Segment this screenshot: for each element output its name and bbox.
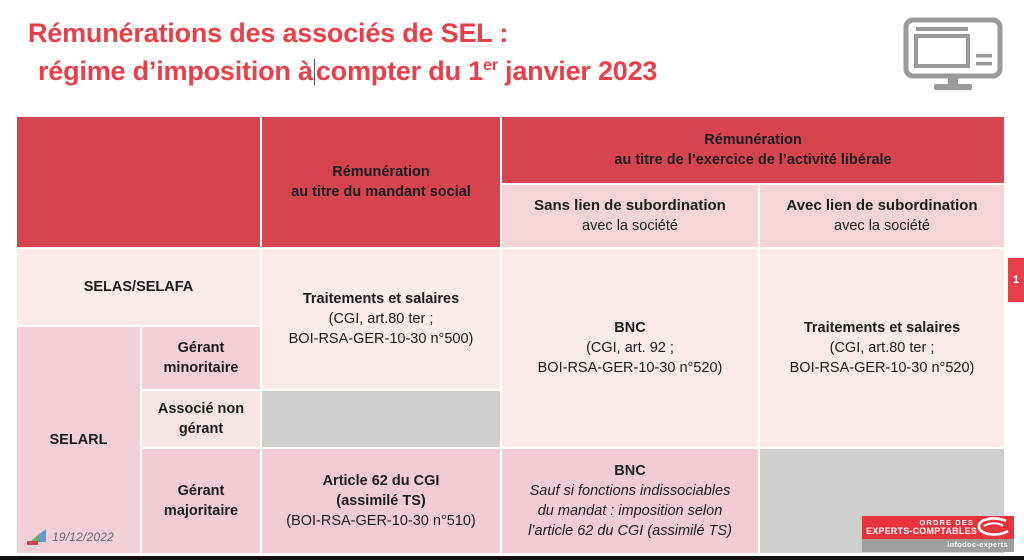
row-label-gerant-majoritaire: Gérant majoritaire <box>141 448 261 554</box>
cell-sans-r1-line3: BOI-RSA-GER-10-30 n°520) <box>537 360 723 376</box>
header-corner-cell <box>16 116 261 248</box>
cell-mandat-traitements-salaires: Traitements et salaires (CGI, art.80 ter… <box>261 248 501 390</box>
header-sans-lien-subordination: Sans lien de subordination avec la socié… <box>501 184 759 248</box>
header-mandat-social: Rémunération au titre du mandant social <box>261 116 501 248</box>
page-number-tab[interactable]: 1 <box>1008 258 1024 302</box>
cell-sans-r4-line4: l’article 62 du CGI (assimilé TS) <box>528 523 732 539</box>
cell-sans-lien-bnc-exception: BNC Sauf si fonctions indissociables du … <box>501 448 759 554</box>
footer-date: 19/12/2022 <box>52 530 115 544</box>
header-liberale-line1: Rémunération <box>704 132 802 148</box>
cell-mandat-r4-line2: (assimilé TS) <box>336 493 426 509</box>
row-label-associe-non-gerant-line1: Associé non <box>157 401 245 417</box>
table-header-row-1: Rémunération au titre du mandant social … <box>16 116 1005 248</box>
title-ordinal-suffix: er <box>483 57 498 74</box>
cell-avec-r1-line3: BOI-RSA-GER-10-30 n°520) <box>789 360 975 376</box>
table-row: Gérant majoritaire Article 62 du CGI (as… <box>16 448 1005 554</box>
cell-sans-r4-line3: du mandat : imposition selon <box>537 503 723 519</box>
table-row: Associé non gérant <box>16 390 1005 448</box>
cell-mandat-r4-line1: Article 62 du CGI <box>322 473 440 489</box>
header-activite-liberale: Rémunération au titre de l’exercice de l… <box>501 116 1005 184</box>
title-line-2-part-b: compter du 1 <box>315 56 483 86</box>
header-sans-lien-line2: avec la société <box>582 218 678 234</box>
header-avec-lien-line1: Avec lien de subordination <box>786 197 978 214</box>
text-cursor <box>313 59 315 85</box>
cell-sans-lien-bnc: BNC (CGI, art. 92 ; BOI-RSA-GER-10-30 n°… <box>501 248 759 448</box>
presentation-mark-icon <box>26 528 48 546</box>
header-avec-lien-line2: avec la société <box>834 218 930 234</box>
logo-subtitle: infodoc-experts <box>947 540 1008 549</box>
cell-sans-r4-line1: BNC <box>614 463 646 479</box>
table: Rémunération au titre du mandant social … <box>16 116 1005 554</box>
cell-sans-r1-line1: BNC <box>614 320 646 336</box>
logo-line-2: EXPERTS-COMPTABLES <box>866 526 977 536</box>
row-label-gerant-minoritaire-line2: minoritaire <box>163 360 239 376</box>
ordre-experts-comptables-logo: ORDRE DES EXPERTS-COMPTABLES infodoc-exp… <box>862 516 1014 552</box>
cell-sans-r1-line2: (CGI, art. 92 ; <box>586 340 674 356</box>
title-line-2: régime d’imposition à compter du 1er janv… <box>28 52 868 90</box>
logo-line-1: ORDRE DES <box>919 518 974 527</box>
table-row: SELARL Gérant minoritaire <box>16 326 1005 554</box>
tax-regime-table: Rémunération au titre du mandant social … <box>16 116 1005 554</box>
cell-mandat-r1-line1: Traitements et salaires <box>302 291 460 307</box>
cell-sans-r4-line2: Sauf si fonctions indissociables <box>529 483 731 499</box>
monitor-icon <box>900 14 1006 94</box>
header-mandat-line1: Rémunération <box>332 164 430 180</box>
page-title: Rémunérations des associés de SEL : régi… <box>28 14 868 90</box>
slide-bottom-rule <box>0 556 1024 560</box>
cell-mandat-empty-associe <box>261 390 501 448</box>
title-line-1: Rémunérations des associés de SEL : <box>28 18 509 48</box>
header-mandat-line2: au titre du mandant social <box>291 184 471 200</box>
cell-avec-lien-traitements-salaires: Traitements et salaires (CGI, art.80 ter… <box>759 248 1005 448</box>
cell-mandat-r1-line3: BOI-RSA-GER-10-30 n°500) <box>288 331 474 347</box>
cell-avec-r1-line2: (CGI, art.80 ter ; <box>829 340 935 356</box>
cell-avec-r1-line1: Traitements et salaires <box>803 320 961 336</box>
header-liberale-line2: au titre de l’exercice de l’activité lib… <box>614 152 892 168</box>
cell-mandat-r4-line3: (BOI-RSA-GER-10-30 n°510) <box>286 513 476 529</box>
row-label-gerant-majoritaire-line2: majoritaire <box>163 503 239 519</box>
cell-mandat-r1-line2: (CGI, art.80 ter ; <box>328 311 434 327</box>
row-label-associe-non-gerant: Associé non gérant <box>141 390 261 448</box>
logo-gray-bar: infodoc-experts <box>862 539 1014 552</box>
header-avec-lien-subordination: Avec lien de subordination avec la socié… <box>759 184 1005 248</box>
logo-red-bar: ORDRE DES EXPERTS-COMPTABLES <box>862 516 1014 539</box>
row-label-selas-selafa: SELAS/SELAFA <box>16 248 261 326</box>
title-line-2-part-a: régime d’imposition à <box>38 56 313 86</box>
row-label-gerant-minoritaire-line1: Gérant <box>177 340 225 356</box>
title-line-2-part-c: janvier 2023 <box>497 56 658 86</box>
table-header-row-2: Sans lien de subordination avec la socié… <box>16 184 1005 248</box>
row-label-gerant-minoritaire: Gérant minoritaire <box>141 326 261 390</box>
row-label-associe-non-gerant-line2: gérant <box>178 421 224 437</box>
table-row: SELAS/SELAFA Traitements et salaires (CG… <box>16 248 1005 448</box>
row-label-selarl: SELARL <box>16 326 141 554</box>
cell-mandat-article-62: Article 62 du CGI (assimilé TS) (BOI-RSA… <box>261 448 501 554</box>
row-label-gerant-majoritaire-line1: Gérant <box>177 483 225 499</box>
logo-swoosh-icon <box>977 517 1009 536</box>
header-sans-lien-line1: Sans lien de subordination <box>534 197 726 214</box>
